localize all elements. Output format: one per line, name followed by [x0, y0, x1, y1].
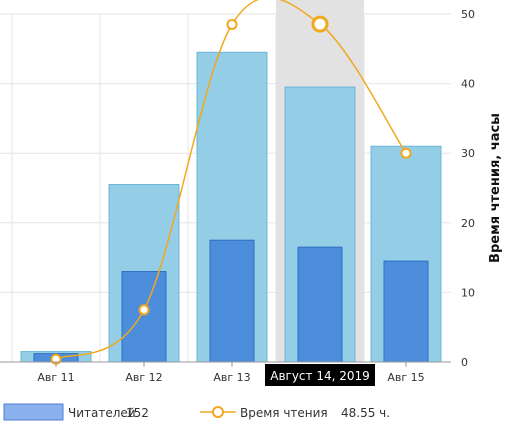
y-tick-label: 30	[461, 147, 475, 160]
tooltip-box	[265, 364, 375, 386]
line-point-4[interactable]	[311, 15, 329, 33]
y-tick-label: 0	[461, 356, 468, 369]
legend-value-reading-time: 48.55 ч.	[341, 406, 390, 420]
x-tick-label: Авг 15	[387, 371, 424, 384]
x-tick-label: Авг 11	[37, 371, 74, 384]
x-tick-label: Авг 13	[213, 371, 250, 384]
bar-readers-4[interactable]	[297, 246, 343, 363]
y-tick-label: 40	[461, 78, 475, 91]
x-label-layer: Авг 11 Авг 12 Авг 13 Авг 15	[37, 371, 424, 384]
line-point-2[interactable]	[138, 304, 150, 316]
legend-swatch-readers[interactable]	[3, 403, 64, 421]
line-reading-time	[55, 0, 407, 360]
tooltip-label: Август 14, 2019	[270, 369, 370, 383]
axis-layer: 0 10 20 30 40 50	[0, 8, 475, 369]
y-tick-label: 50	[461, 8, 475, 21]
tooltip-layer: Август 14, 2019	[265, 364, 375, 386]
legend: Читателей 152 Время чтения 48.55 ч.	[3, 403, 390, 421]
legend-value-readers: 152	[126, 406, 149, 420]
y-axis-title: Время чтения, часы	[488, 113, 503, 263]
legend-label-reading-time: Время чтения	[240, 406, 328, 420]
bar-readers-2[interactable]	[121, 271, 167, 363]
line-point-3[interactable]	[226, 18, 238, 30]
bar-readers-5[interactable]	[383, 260, 429, 363]
y-tick-label: 20	[461, 217, 475, 230]
legend-label-readers: Читателей	[68, 406, 136, 420]
bar-front-layer	[33, 239, 429, 363]
x-tick-label: Авг 12	[125, 371, 162, 384]
bar-readers-3[interactable]	[209, 239, 255, 363]
y-tick-label: 10	[461, 286, 475, 299]
line-layer	[50, 0, 412, 365]
legend-marker-reading-time	[212, 406, 224, 418]
line-point-5[interactable]	[400, 147, 412, 159]
